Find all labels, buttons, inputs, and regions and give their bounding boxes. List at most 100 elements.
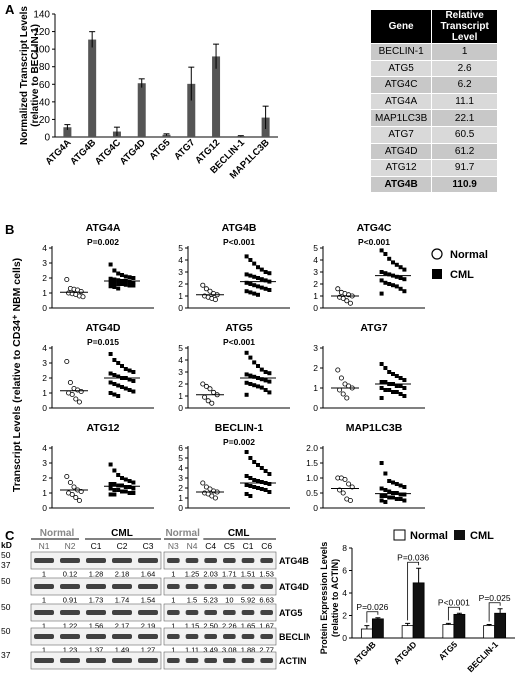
cml-point bbox=[379, 494, 384, 498]
cml-point bbox=[116, 488, 121, 492]
table-row: ATG4D 61.2 bbox=[369, 142, 498, 161]
y-tick-label: 8 bbox=[342, 543, 347, 553]
blot-band bbox=[112, 658, 132, 663]
cml-point bbox=[244, 272, 249, 277]
legend-cml-marker bbox=[454, 530, 465, 540]
blot-band bbox=[34, 634, 54, 639]
cml-point bbox=[131, 280, 136, 285]
p-value: P=0.002 bbox=[223, 437, 255, 447]
blot-band bbox=[260, 584, 273, 589]
band-quantity: 5.92 bbox=[241, 596, 256, 605]
cml-point bbox=[267, 490, 272, 494]
cml-point bbox=[398, 286, 403, 291]
cml-point bbox=[402, 267, 407, 272]
blot-band bbox=[60, 610, 80, 615]
table-row: MAP1LC3B 22.1 bbox=[369, 109, 498, 127]
cml-point bbox=[252, 274, 257, 279]
cml-point bbox=[379, 486, 384, 491]
cml-point bbox=[252, 261, 257, 266]
cml-point bbox=[383, 471, 388, 476]
cml-point bbox=[127, 491, 132, 495]
transcript-table-container: Gene Relative Transcript Level BECLIN-1 1… bbox=[369, 9, 498, 194]
cml-point bbox=[398, 276, 403, 280]
p-value: P<0.001 bbox=[223, 337, 255, 347]
significance-bracket bbox=[407, 561, 420, 621]
cml-point bbox=[248, 373, 253, 378]
cml-point bbox=[394, 384, 399, 388]
cml-point bbox=[248, 258, 253, 262]
band-quantity: 1.53 bbox=[259, 570, 274, 579]
band-quantity: 2.03 bbox=[203, 570, 218, 579]
subplot-title: ATG7 bbox=[360, 322, 387, 334]
cml-point bbox=[108, 380, 113, 385]
y-tick-label: 2 bbox=[313, 279, 318, 289]
y-tick-label: 1 bbox=[42, 388, 47, 398]
p-value: P=0.002 bbox=[87, 237, 119, 247]
cml-point bbox=[244, 280, 249, 285]
cml-point bbox=[379, 248, 384, 253]
cml-point bbox=[387, 272, 392, 277]
normal-point bbox=[202, 394, 208, 400]
bar bbox=[187, 83, 196, 137]
y-tick-label: 80 bbox=[39, 62, 51, 73]
normal-point bbox=[207, 288, 213, 294]
bar bbox=[88, 39, 97, 137]
band-quantity: 1.11 bbox=[185, 646, 199, 655]
cml-point bbox=[263, 488, 268, 492]
cml-point bbox=[391, 495, 395, 500]
p-value: P<0.001 bbox=[438, 597, 470, 607]
band-quantity: 1 bbox=[42, 570, 46, 579]
blot-band bbox=[60, 584, 80, 589]
band-quantity: 2.17 bbox=[115, 622, 130, 631]
cml-point bbox=[244, 372, 249, 377]
significance-bracket bbox=[366, 611, 379, 623]
cml-point bbox=[123, 386, 128, 391]
subplot-title: ATG4B bbox=[222, 222, 257, 234]
y-tick-label: 1 bbox=[42, 488, 47, 498]
blot-band bbox=[223, 610, 236, 615]
blot-band bbox=[138, 610, 158, 615]
cml-point bbox=[263, 286, 268, 291]
lane-label: C2 bbox=[117, 541, 128, 551]
y-tick-label: 6 bbox=[178, 443, 183, 453]
cml-point bbox=[379, 386, 384, 390]
cml-point bbox=[383, 366, 388, 370]
cml-point bbox=[259, 377, 264, 382]
cml-point bbox=[402, 394, 407, 398]
cml-point bbox=[127, 479, 132, 483]
blot-band bbox=[34, 610, 54, 615]
cml-point bbox=[256, 463, 260, 467]
table-row: ATG5 2.6 bbox=[369, 59, 498, 78]
y-axis-label: Transcript Levels (relative to CD34⁺ NBM… bbox=[11, 258, 23, 492]
cml-point bbox=[394, 491, 399, 495]
kd-marker: 50 bbox=[1, 550, 11, 560]
cml-point bbox=[402, 378, 407, 382]
cml-point bbox=[256, 276, 260, 280]
blot-band bbox=[112, 584, 132, 589]
normal-point bbox=[340, 391, 346, 397]
cml-point bbox=[256, 486, 260, 490]
y-tick-label: 3 bbox=[178, 367, 183, 377]
cml-point bbox=[252, 374, 257, 379]
normal-point bbox=[347, 497, 353, 503]
y-tick-label: 2 bbox=[42, 473, 47, 483]
y-tick-label: 1.5 bbox=[306, 458, 318, 468]
cml-point bbox=[379, 396, 384, 400]
cml-point bbox=[120, 282, 124, 286]
cml-point bbox=[383, 252, 388, 256]
cml-point bbox=[131, 389, 136, 394]
legend-normal-label: Normal bbox=[450, 249, 488, 261]
y-tick-label: 3 bbox=[178, 473, 183, 483]
normal-point bbox=[78, 388, 84, 394]
cml-point bbox=[108, 280, 113, 285]
gene-cell: ATG12 bbox=[369, 159, 433, 177]
cml-point bbox=[244, 350, 249, 355]
cml-point bbox=[127, 377, 132, 382]
blot-band bbox=[86, 584, 106, 589]
y-tick-label: 2 bbox=[178, 279, 183, 289]
blot-strip bbox=[163, 577, 277, 596]
blot-band bbox=[86, 658, 106, 663]
cml-point bbox=[108, 482, 113, 486]
cml-point bbox=[267, 371, 272, 376]
p-value: P<0.001 bbox=[358, 237, 390, 247]
